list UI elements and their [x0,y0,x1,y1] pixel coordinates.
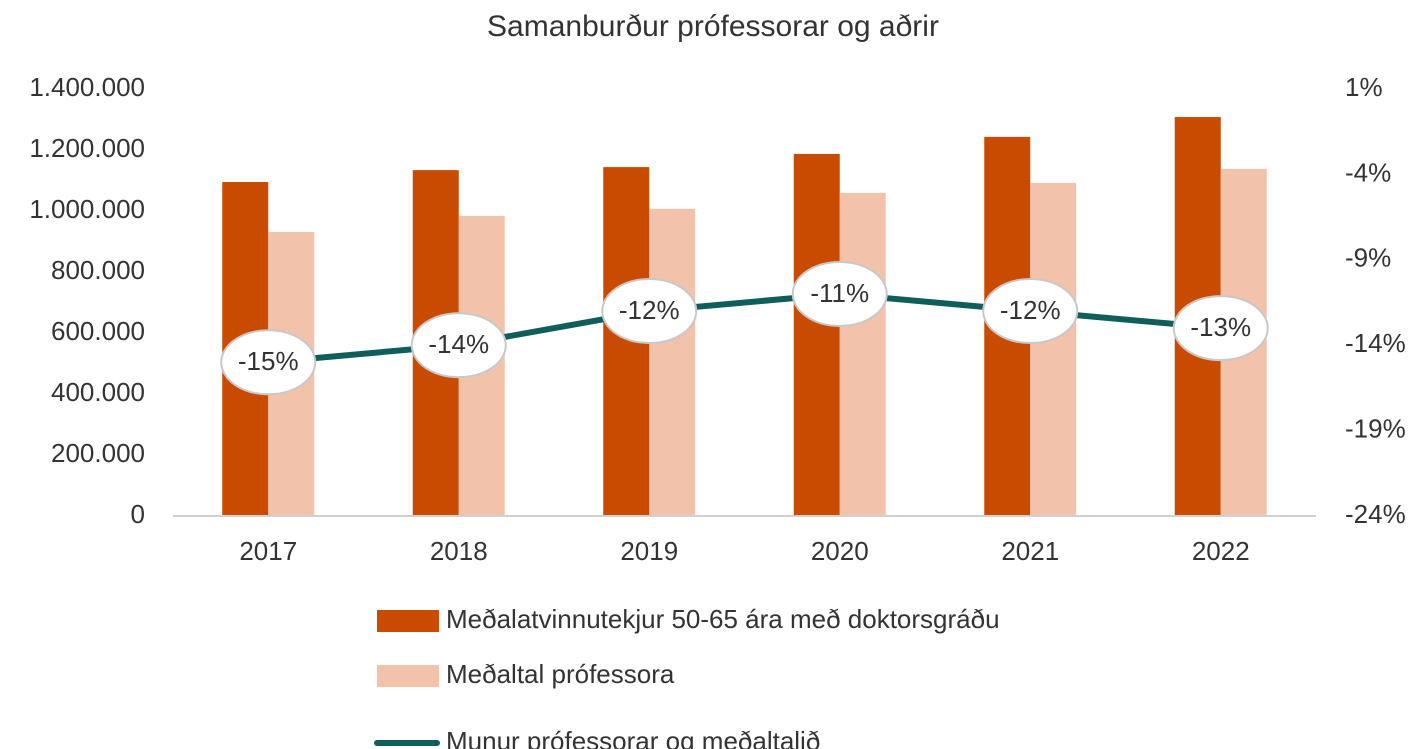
y-tick-label: 1.400.000 [29,72,145,102]
legend-label: Meðaltal prófessora [446,659,675,689]
y2-tick-label: -9% [1345,243,1391,273]
y2-tick-label: -4% [1345,157,1391,187]
bar [839,193,886,516]
bar [1030,182,1077,516]
data-label-bubble [1172,295,1269,362]
x-tick-label: 2021 [1001,536,1059,566]
data-label-bubble [410,312,507,379]
data-label-bubble [982,278,1079,345]
y-tick-label: 400.000 [51,377,145,407]
x-tick-label: 2020 [811,536,869,566]
data-label: -13% [1190,312,1251,342]
y-tick-label: 1.200.000 [29,133,145,163]
y2-tick-label: -19% [1345,413,1406,443]
data-label-bubble [220,329,317,396]
data-label: -14% [428,329,489,359]
data-label: -12% [1000,295,1061,325]
data-label-bubble [791,260,888,327]
data-label: -15% [238,346,299,376]
x-tick-label: 2017 [239,536,297,566]
x-tick-label: 2019 [620,536,678,566]
y-tick-label: 800.000 [51,255,145,285]
legend-swatch [377,610,439,632]
chart-title: Samanburður prófessorar og aðrir [487,10,939,43]
legend-label: Munur prófessorar og meðaltalið [446,726,820,749]
data-label-bubble [601,278,698,345]
bar [793,153,840,516]
bar [649,208,696,517]
data-label: -12% [619,295,680,325]
y2-tick-label: 1% [1345,72,1383,102]
y-tick-label: 0 [131,499,145,529]
data-label: -11% [810,278,869,308]
y2-tick-label: -24% [1345,499,1406,529]
y-tick-label: 200.000 [51,438,145,468]
y-tick-label: 600.000 [51,316,145,346]
y-tick-label: 1.000.000 [29,194,145,224]
line [267,290,1222,366]
legend-label: Meðalatvinnutekjur 50-65 ára með doktors… [446,604,1000,634]
y2-tick-label: -14% [1345,328,1406,358]
x-tick-label: 2022 [1192,536,1250,566]
x-tick-label: 2018 [430,536,488,566]
legend-swatch [377,665,439,687]
